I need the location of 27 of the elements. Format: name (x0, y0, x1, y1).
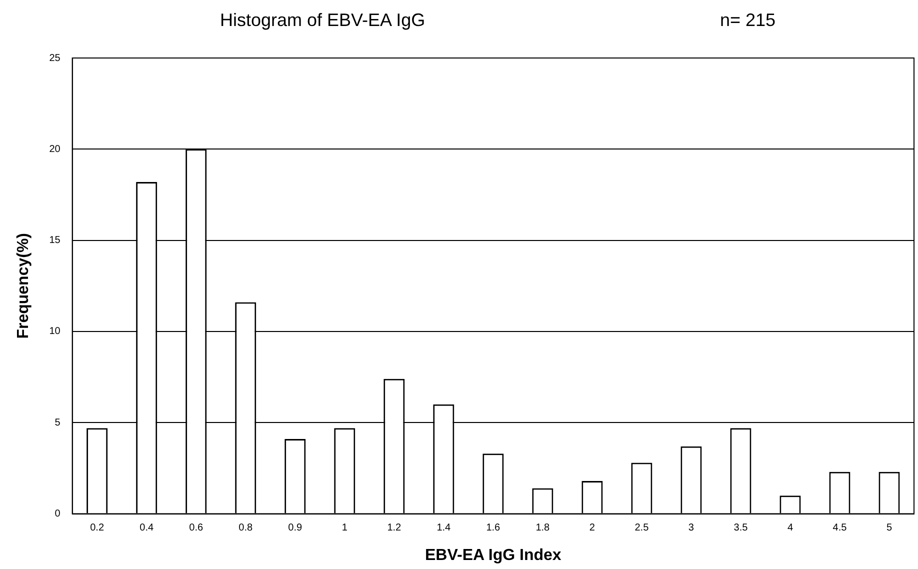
x-tick-label: 0.9 (288, 522, 303, 534)
x-tick-label: 0.6 (189, 522, 204, 534)
y-tick-label: 15 (49, 235, 61, 246)
y-axis-title: Frequency(%) (15, 233, 32, 339)
chart-title: Histogram of EBV-EA IgG (220, 10, 426, 31)
x-tick-label: 3 (688, 522, 694, 534)
text: n= 215 (720, 10, 776, 31)
y-tick-label: 20 (49, 144, 61, 155)
x-tick-label: 1.8 (536, 522, 550, 534)
x-tick-label: 4.5 (832, 522, 848, 534)
x-tick-label: 2.5 (634, 522, 650, 534)
y-tick-label: 0 (54, 508, 61, 520)
x-tick-label: 0.8 (238, 522, 253, 534)
x-tick-label: 2 (589, 522, 596, 534)
y-tick-label: 25 (49, 52, 61, 64)
x-tick-label: 5 (886, 522, 892, 534)
x-tick-label: 1.6 (486, 522, 501, 534)
x-tick-label: 3.5 (734, 522, 748, 534)
x-tick-label: 1.2 (387, 522, 402, 534)
y-tick-label: 10 (49, 326, 61, 338)
y-tick-label: 5 (54, 417, 61, 428)
x-tick-label: 0.2 (90, 522, 104, 534)
x-tick-label: 1.4 (436, 522, 452, 534)
x-axis-title: EBV-EA IgG Index (424, 546, 562, 564)
x-tick-label: 1 (342, 522, 348, 534)
x-tick-label: 0.4 (140, 522, 154, 534)
x-tick-label: 4 (787, 522, 794, 534)
